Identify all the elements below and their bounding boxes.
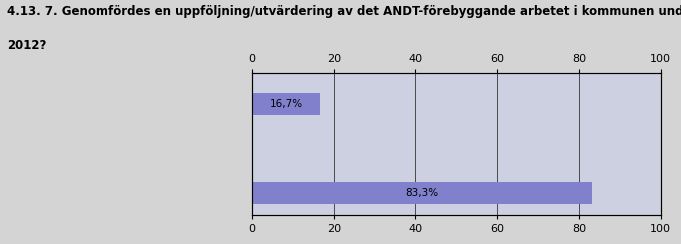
- Bar: [252, 182, 592, 204]
- Text: 83,3%: 83,3%: [406, 188, 439, 198]
- Text: 4.13. 7. Genomfördes en uppföljning/utvärdering av det ANDT-förebyggande arbetet: 4.13. 7. Genomfördes en uppföljning/utvä…: [7, 5, 681, 18]
- Text: 16,7%: 16,7%: [270, 99, 302, 109]
- Bar: [252, 93, 320, 115]
- Text: 2012?: 2012?: [7, 39, 46, 52]
